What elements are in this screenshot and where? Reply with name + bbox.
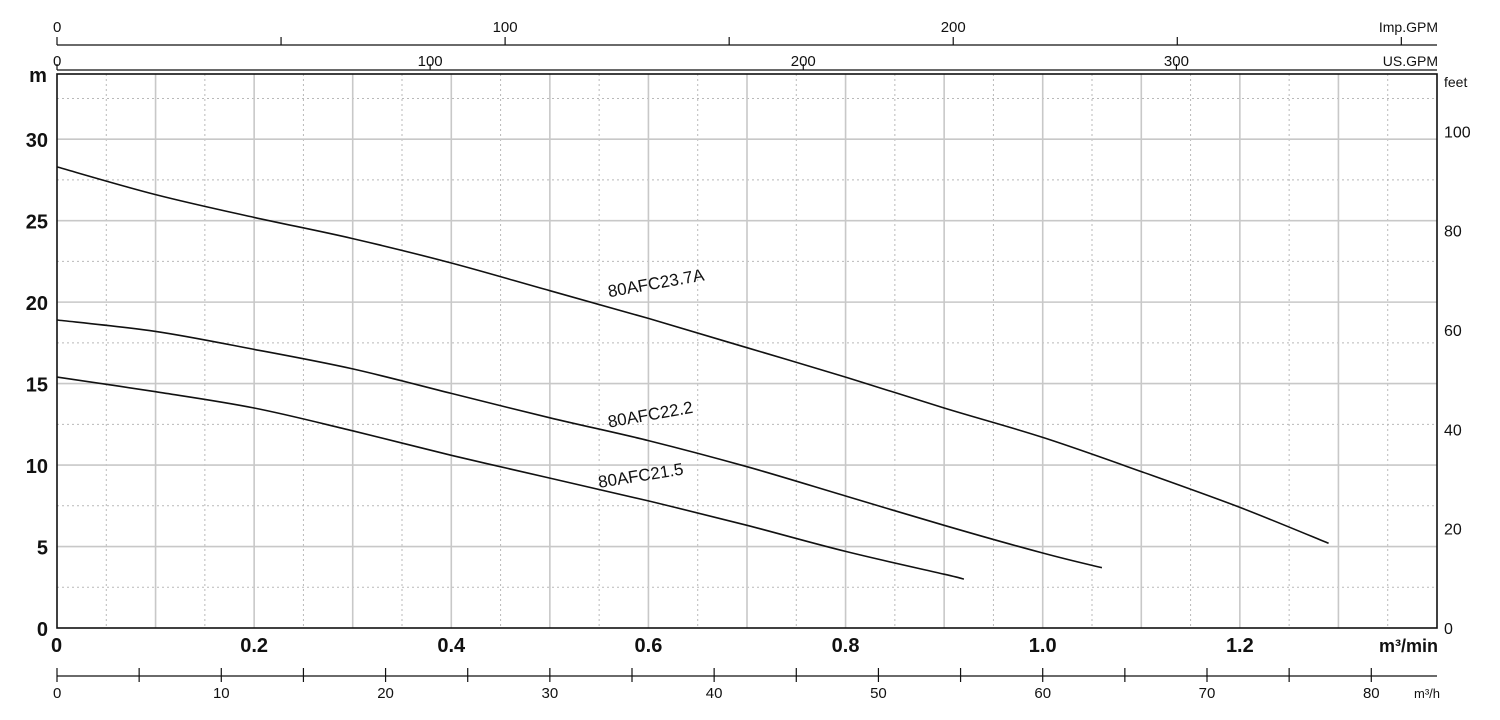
bottom-axis-tick-label: 80: [1363, 685, 1380, 702]
x-tick-label: 0.8: [832, 635, 860, 657]
plot-border: [56, 73, 1438, 629]
bottom-axis-tick-label: 30: [542, 685, 559, 702]
y2-tick-label: 100: [1444, 124, 1471, 141]
top-flow-axes: 0 100 200 Imp.GPM 0 100 200 300 US.GPM: [53, 19, 1438, 71]
bottom-axis-tick-label: 10: [213, 685, 230, 702]
y2-tick-label: 20: [1444, 522, 1462, 539]
major-gridlines: [57, 74, 1437, 628]
top-axis-label: US.GPM: [1383, 53, 1438, 69]
x-tick-label: 1.0: [1029, 635, 1057, 657]
x-axis-label: m³/min: [1379, 636, 1438, 656]
y-tick-label: 10: [26, 456, 48, 478]
y2-axis-label: feet: [1444, 74, 1467, 90]
top-axis-tick-label: 200: [791, 53, 816, 70]
x-tick-label: 0.2: [240, 635, 268, 657]
curve-label: 80AFC23.7A: [606, 265, 706, 301]
y-axis-label: m: [29, 65, 47, 87]
top-axis-tick-label: 300: [1164, 53, 1189, 70]
top-axis-tick-label: 100: [418, 53, 443, 70]
y-tick-label: 25: [26, 212, 48, 234]
y-tick-label: 15: [26, 375, 48, 397]
top-axis-label: Imp.GPM: [1379, 19, 1438, 35]
y2-tick-label: 40: [1444, 422, 1462, 439]
top-axis-tick-label: 0: [53, 19, 61, 36]
top-axis-tick-label: 0: [53, 53, 61, 70]
bottom-axis-tick-label: 0: [53, 685, 61, 702]
y-tick-label: 20: [26, 293, 48, 315]
y-tick-label: 0: [37, 619, 48, 641]
top-axis-tick-label: 200: [941, 19, 966, 36]
curve-label: 80AFC22.2: [606, 398, 694, 432]
x-tick-label: 1.2: [1226, 635, 1254, 657]
x-tick-label: 0: [51, 635, 62, 657]
x-tick-label: 0.6: [635, 635, 663, 657]
bottom-axis-tick-label: 20: [377, 685, 394, 702]
tick-labels: 0 5 10 15 20 25 30 m 0 20 40 60 80 100 feet 0 0.2 0.4 0.6 0…: [26, 65, 1471, 657]
y2-tick-label: 80: [1444, 224, 1462, 241]
y-tick-label: 30: [26, 130, 48, 152]
curve-80AFC22.2: [56, 319, 1103, 569]
bottom-m3h-axis: 0 10 20 30 40 50 60 70 80 m³/h: [53, 668, 1440, 702]
pump-curves: [56, 166, 1329, 580]
bottom-axis-tick-label: 40: [706, 685, 723, 702]
x-tick-label: 0.4: [437, 635, 466, 657]
curve-80AFC23.7A: [56, 166, 1329, 545]
y2-tick-label: 60: [1444, 323, 1462, 340]
plot-frame: [56, 73, 1438, 629]
top-axis-tick-label: 100: [493, 19, 518, 36]
bottom-axis-tick-label: 70: [1199, 685, 1216, 702]
bottom-axis-tick-label: 60: [1034, 685, 1051, 702]
curve-80AFC21.5: [56, 376, 965, 580]
bottom-axis-tick-label: 50: [870, 685, 887, 702]
y-tick-label: 5: [37, 538, 48, 560]
y2-tick-label: 0: [1444, 621, 1453, 638]
bottom-axis-label: m³/h: [1414, 686, 1440, 701]
